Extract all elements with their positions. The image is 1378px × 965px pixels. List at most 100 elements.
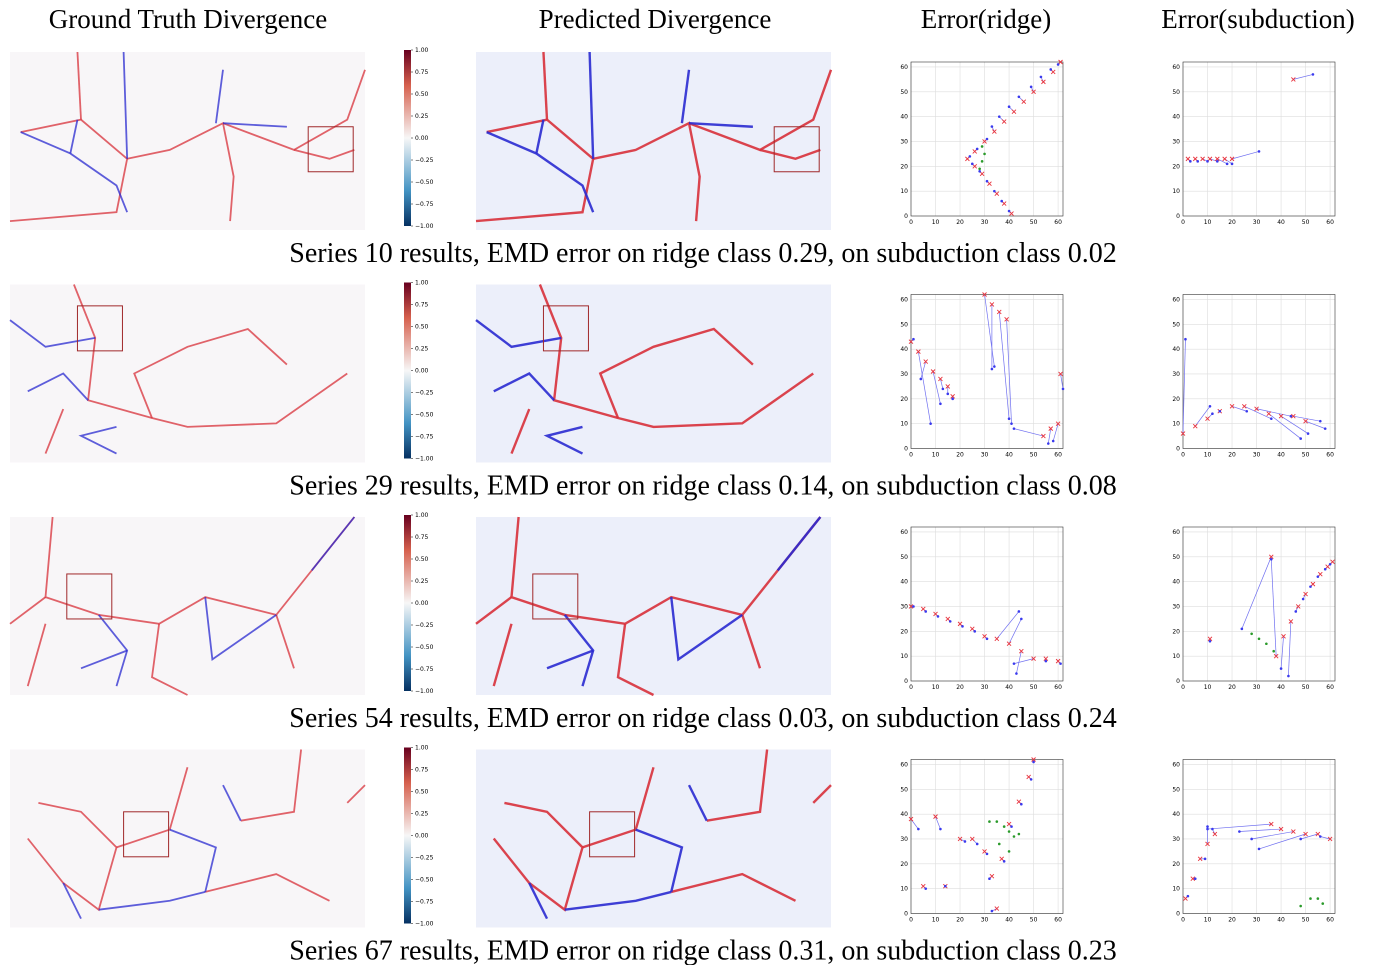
- x-tick-label: 40: [1005, 219, 1013, 226]
- point: [1061, 387, 1065, 391]
- point: [1208, 639, 1212, 643]
- colorbar-tick-label: −0.50: [415, 877, 434, 884]
- plot-frame: [1182, 526, 1336, 682]
- y-tick-label: 60: [1172, 529, 1180, 536]
- x-tick-label: 30: [1253, 219, 1261, 226]
- point: [950, 394, 955, 399]
- highlight-box: [589, 811, 636, 858]
- plate-boundary: [151, 623, 188, 696]
- x-tick-label: 20: [1228, 452, 1236, 459]
- match-link: [1217, 158, 1228, 165]
- x-tick-label: 30: [1253, 684, 1261, 691]
- point: [1311, 73, 1315, 76]
- point: [908, 339, 914, 345]
- point: [970, 162, 974, 166]
- match-link: [1244, 405, 1272, 420]
- x-tick-label: 0: [909, 917, 913, 924]
- match-link: [1251, 831, 1294, 840]
- y-tick-label: 40: [1172, 114, 1180, 121]
- match-link: [932, 371, 941, 404]
- colorbar-tick-label: 0.75: [415, 534, 429, 541]
- plate-boundary: [776, 516, 822, 572]
- plate-boundary: [9, 596, 47, 625]
- y-tick-label: 10: [1172, 653, 1180, 660]
- colorbar: [404, 515, 411, 691]
- y-tick-label: 20: [1172, 628, 1180, 635]
- plate-boundary: [204, 596, 277, 662]
- point: [985, 137, 989, 141]
- x-tick-label: 50: [1302, 684, 1310, 691]
- x-tick-label: 30: [981, 219, 989, 226]
- point: [1294, 610, 1298, 613]
- match-link: [1006, 319, 1012, 424]
- point: [1015, 672, 1018, 675]
- point: [1281, 633, 1286, 639]
- point: [1000, 199, 1004, 203]
- highlight-box: [773, 126, 820, 173]
- point: [1017, 95, 1021, 99]
- colorbar-tick-label: 0.50: [415, 556, 429, 563]
- point: [993, 189, 996, 193]
- point: [1278, 413, 1284, 419]
- point: [1031, 656, 1036, 661]
- point: [1186, 894, 1190, 898]
- plate-boundary: [346, 784, 366, 804]
- colorbar-tick-label: −0.50: [415, 179, 434, 186]
- colorbar-tick-label: 0.50: [415, 91, 429, 98]
- divergence-image: [10, 749, 365, 928]
- point: [1197, 856, 1203, 862]
- x-tick-label: 40: [1005, 684, 1013, 691]
- point: [1039, 75, 1043, 79]
- match-link: [1305, 420, 1326, 429]
- colorbar-tick-label: −1.00: [415, 688, 434, 695]
- y-tick-label: 60: [900, 761, 908, 768]
- point: [1048, 426, 1054, 431]
- point: [972, 149, 978, 154]
- point: [1009, 211, 1014, 216]
- plate-boundary: [222, 69, 366, 151]
- match-link: [940, 378, 944, 389]
- point: [1241, 403, 1247, 409]
- point: [1007, 105, 1011, 109]
- point: [1206, 825, 1209, 828]
- point: [1218, 409, 1222, 413]
- point: [980, 160, 984, 163]
- point: [982, 633, 987, 639]
- point: [988, 820, 991, 823]
- point: [963, 840, 967, 843]
- point: [1205, 841, 1210, 847]
- point: [1225, 162, 1229, 166]
- match-link: [935, 816, 941, 830]
- point: [957, 836, 963, 842]
- point: [1020, 802, 1023, 806]
- point: [1205, 416, 1210, 422]
- plate-boundary: [80, 649, 128, 670]
- point: [1309, 897, 1312, 900]
- point: [1017, 610, 1021, 613]
- y-tick-label: 60: [1172, 761, 1180, 768]
- point: [1010, 422, 1013, 425]
- caption: Series 10 results, EMD error on ridge cl…: [289, 238, 1116, 269]
- x-tick-label: 0: [1181, 917, 1185, 924]
- x-tick-label: 20: [956, 452, 964, 459]
- x-tick-label: 10: [1204, 917, 1212, 924]
- colorbar-tick-label: 0.75: [415, 302, 429, 309]
- point: [924, 887, 928, 890]
- plot-frame: [910, 759, 1064, 914]
- match-link: [1207, 823, 1272, 830]
- point: [1051, 439, 1055, 443]
- point: [979, 171, 985, 177]
- point: [923, 359, 929, 364]
- point: [1058, 371, 1063, 377]
- divergence-image: [476, 284, 831, 463]
- plate-boundary: [222, 784, 242, 822]
- point: [1196, 160, 1200, 163]
- colorbar: [404, 747, 411, 924]
- match-link: [998, 311, 1010, 419]
- point: [990, 367, 994, 371]
- point: [997, 842, 1001, 846]
- point: [1055, 421, 1061, 426]
- match-link: [1241, 556, 1272, 629]
- point: [1029, 85, 1033, 89]
- y-tick-label: 60: [900, 296, 908, 303]
